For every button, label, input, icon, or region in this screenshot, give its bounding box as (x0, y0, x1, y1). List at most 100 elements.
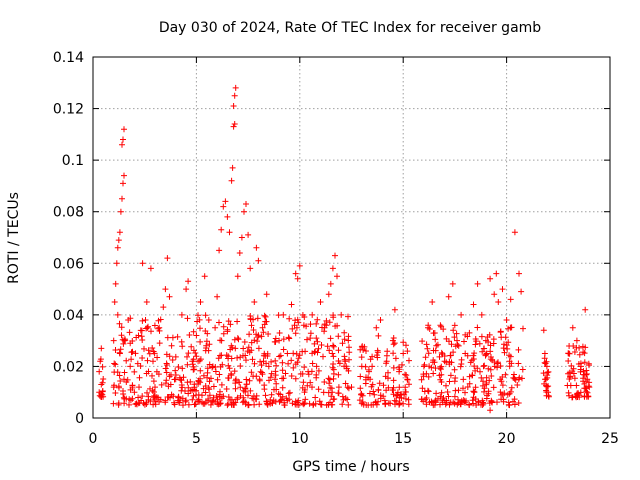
data-point (120, 180, 126, 187)
data-point (377, 395, 384, 402)
data-point (283, 395, 290, 402)
data-point (237, 354, 244, 361)
data-point (331, 396, 338, 402)
data-point (190, 366, 197, 373)
data-point (238, 234, 245, 241)
data-point (247, 265, 254, 272)
data-point (286, 389, 293, 396)
data-point (150, 401, 157, 408)
data-point (327, 280, 334, 287)
y-tick-label: 0.12 (53, 102, 84, 118)
data-point (164, 394, 171, 400)
data-point (393, 392, 400, 399)
data-point (423, 370, 430, 377)
data-point (139, 393, 146, 400)
data-point (263, 291, 270, 298)
data-point (251, 401, 258, 408)
data-point (229, 164, 236, 171)
data-point (425, 350, 432, 357)
data-point (288, 373, 295, 379)
data-point (263, 360, 270, 367)
data-point (346, 356, 352, 363)
data-point (156, 324, 163, 331)
data-point (195, 377, 202, 384)
data-point (292, 375, 299, 382)
data-point (301, 389, 308, 396)
data-point (251, 360, 258, 367)
data-point (481, 362, 488, 369)
data-point (446, 378, 453, 385)
data-point (204, 365, 211, 372)
data-point (312, 394, 319, 401)
data-point (430, 357, 437, 364)
data-point (514, 382, 521, 388)
data-point (265, 331, 272, 337)
data-point (503, 317, 510, 323)
data-point (118, 332, 125, 339)
data-point (98, 345, 105, 352)
data-point (310, 401, 317, 408)
data-point (446, 338, 452, 345)
data-point (118, 324, 125, 331)
data-point (296, 352, 303, 359)
data-point (305, 371, 312, 378)
data-point (225, 394, 232, 400)
data-point (302, 396, 309, 403)
data-point (420, 363, 427, 370)
data-point (366, 390, 373, 397)
data-point (583, 367, 590, 374)
data-point (218, 352, 225, 359)
data-point (220, 330, 227, 337)
data-point (495, 359, 501, 366)
data-point (332, 323, 339, 330)
data-point (249, 395, 256, 402)
data-point (373, 324, 380, 331)
data-point (239, 399, 246, 406)
data-point (213, 393, 220, 399)
data-point (401, 391, 408, 398)
data-point (430, 347, 437, 354)
data-point (328, 393, 335, 400)
data-point (385, 369, 391, 376)
data-point (400, 339, 407, 346)
data-point (200, 372, 207, 379)
data-point (112, 390, 119, 396)
data-point (260, 329, 267, 336)
data-point (451, 393, 458, 400)
data-point (218, 226, 225, 233)
data-point (247, 387, 254, 394)
x-axis-tick-labels: 0 5 10 15 20 25 (89, 431, 619, 447)
data-point (511, 371, 517, 378)
data-point (120, 136, 126, 143)
data-point (242, 385, 249, 392)
data-point (404, 376, 411, 383)
data-point (316, 398, 323, 405)
data-point (499, 382, 506, 389)
data-point (369, 353, 376, 360)
data-point (477, 368, 483, 375)
data-point (250, 327, 257, 333)
data-point (281, 399, 288, 406)
data-point (544, 383, 551, 390)
data-point (425, 373, 432, 380)
chart-title: Day 030 of 2024, Rate Of TEC Index for r… (159, 20, 541, 36)
data-point (196, 316, 203, 323)
data-point (178, 338, 185, 345)
data-point (317, 401, 324, 408)
data-point (476, 340, 483, 347)
data-point (197, 338, 204, 345)
data-point (451, 322, 458, 329)
data-point (203, 399, 209, 406)
data-point (241, 398, 247, 405)
data-point (185, 278, 192, 285)
data-point (515, 360, 522, 367)
data-point (497, 376, 504, 383)
data-point (292, 317, 299, 324)
data-point (565, 389, 572, 396)
data-point (571, 375, 578, 382)
data-point (565, 358, 572, 364)
data-point (543, 382, 550, 389)
data-point (209, 364, 216, 371)
data-point (135, 394, 142, 401)
